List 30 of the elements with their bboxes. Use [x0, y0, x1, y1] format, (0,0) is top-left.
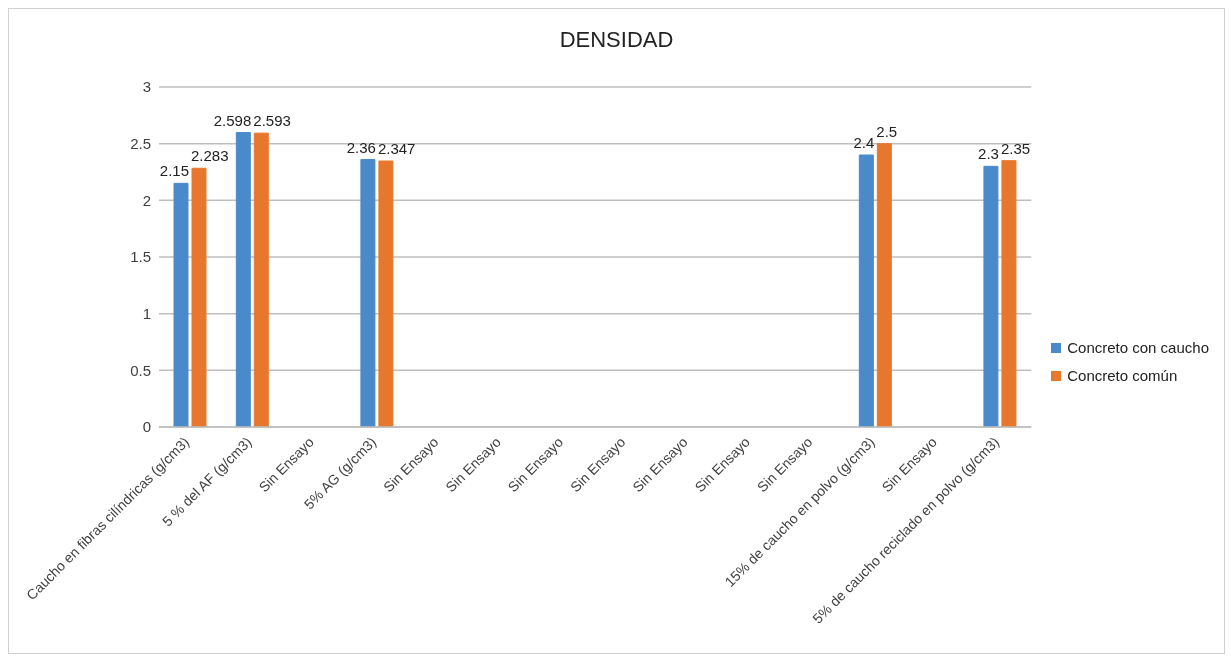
y-tick-label: 2	[142, 191, 151, 209]
bar	[983, 165, 999, 427]
bar	[253, 132, 269, 427]
legend-label: Concreto común	[1067, 366, 1178, 386]
bar	[378, 160, 394, 427]
y-tick-label: 0	[142, 418, 151, 436]
data-label: 2.598	[213, 111, 252, 129]
bar	[858, 154, 874, 427]
data-label: 2.36	[346, 138, 376, 156]
bar	[360, 159, 376, 427]
bar	[1001, 160, 1017, 427]
y-tick-label: 3	[142, 78, 151, 96]
bar	[876, 143, 892, 427]
y-tick-label: 1.5	[130, 248, 151, 266]
legend-label: Concreto con caucho	[1067, 338, 1209, 358]
data-label: 2.5	[876, 122, 898, 140]
data-label: 2.3	[978, 145, 999, 163]
y-tick-label: 2.5	[130, 134, 151, 152]
data-label: 2.347	[377, 140, 416, 158]
data-label: 2.283	[191, 147, 229, 165]
data-label: 2.593	[253, 112, 291, 130]
data-label: 2.35	[1000, 139, 1031, 157]
chart-title: DENSIDAD	[558, 26, 675, 54]
bar	[191, 167, 207, 427]
data-label: 2.15	[159, 162, 189, 180]
y-tick-label: 0.5	[130, 361, 151, 379]
data-label: 2.4	[853, 134, 875, 151]
y-tick-label: 1	[142, 304, 151, 322]
bar	[235, 132, 251, 427]
bar	[173, 182, 189, 427]
